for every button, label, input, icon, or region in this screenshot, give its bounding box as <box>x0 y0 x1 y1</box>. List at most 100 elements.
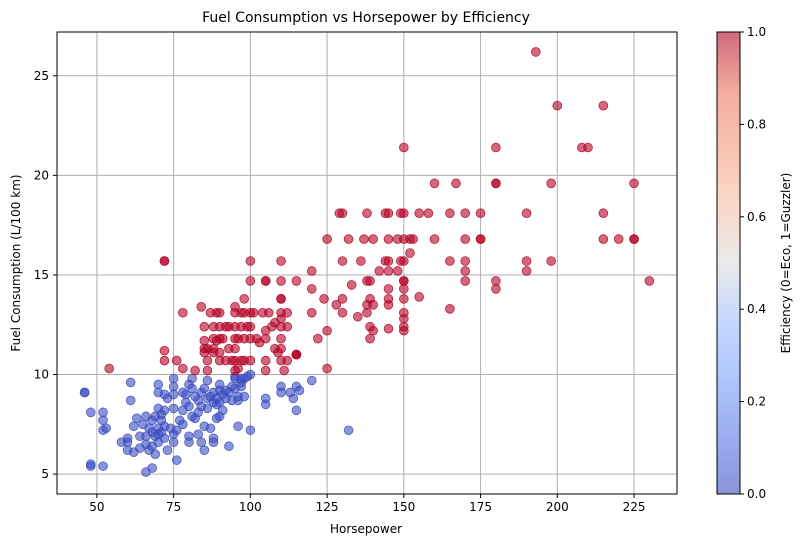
data-point <box>460 256 471 266</box>
data-point <box>306 375 317 386</box>
y-tick-label: 15 <box>34 268 49 282</box>
data-point <box>202 365 213 376</box>
data-point <box>475 208 486 219</box>
data-point <box>196 437 207 448</box>
y-tick-label: 25 <box>34 69 49 83</box>
data-point <box>276 294 286 304</box>
data-point <box>147 463 157 473</box>
data-point <box>263 307 274 318</box>
data-point <box>85 461 96 471</box>
data-point <box>282 321 293 332</box>
x-axis: 50 75 100 125 150 175 200 225 <box>89 494 645 514</box>
data-point <box>399 313 409 324</box>
data-point <box>629 234 639 244</box>
x-tick-label: 225 <box>623 500 646 514</box>
data-point <box>365 333 375 344</box>
data-point <box>491 178 501 189</box>
x-tick-label: 125 <box>316 500 339 514</box>
data-point <box>337 294 348 304</box>
data-point <box>392 266 403 276</box>
x-tick-label: 75 <box>166 500 181 514</box>
colorbar-ticks: 0.0 0.2 0.4 0.6 0.8 1.0 <box>740 25 766 501</box>
data-point <box>331 300 342 310</box>
colorbar-tick-label: 0.4 <box>747 302 766 316</box>
colorbar-frame <box>716 31 741 495</box>
colorbar-label: Efficiency (0=Eco, 1=Guzzler) <box>779 173 793 354</box>
data-point <box>245 355 256 366</box>
colorbar: 0.0 0.2 0.4 0.6 0.8 1.0 Efficiency (0=Eco, 1=… <box>716 25 793 501</box>
data-point <box>337 256 348 266</box>
data-point <box>245 425 256 436</box>
x-tick-label: 150 <box>392 500 415 514</box>
y-tick-label: 20 <box>34 168 49 182</box>
data-point <box>383 300 394 310</box>
data-point <box>408 234 418 244</box>
data-point <box>460 234 471 244</box>
colorbar-tick-label: 1.0 <box>747 25 766 39</box>
data-point <box>359 234 369 244</box>
data-point <box>125 377 136 388</box>
data-point <box>171 355 182 366</box>
data-point <box>491 276 501 286</box>
data-point <box>368 325 378 336</box>
data-point <box>104 363 114 374</box>
data-point <box>260 276 271 286</box>
y-axis: 5 10 15 20 25 <box>34 69 57 481</box>
chart-title: Fuel Consumption vs Horsepower by Effici… <box>202 10 530 26</box>
data-point <box>168 373 179 384</box>
data-point <box>101 423 111 434</box>
data-point <box>291 349 302 360</box>
data-point <box>414 208 424 219</box>
colorbar-tick-label: 0.0 <box>747 487 766 501</box>
data-point <box>276 276 286 286</box>
data-point <box>98 407 108 418</box>
data-point <box>322 325 332 336</box>
data-point <box>399 294 409 304</box>
data-point <box>460 266 471 276</box>
data-point <box>178 419 188 430</box>
data-point <box>132 413 142 424</box>
data-point <box>199 335 210 346</box>
data-point <box>260 333 271 344</box>
data-point <box>445 303 455 314</box>
data-point <box>184 437 194 448</box>
data-point <box>184 401 194 412</box>
data-point <box>79 387 90 398</box>
data-point <box>245 321 256 332</box>
data-point <box>451 178 461 189</box>
data-point <box>217 405 228 416</box>
data-point <box>279 365 289 376</box>
data-point <box>245 276 256 286</box>
data-point <box>521 256 532 266</box>
data-point <box>276 387 286 398</box>
data-point <box>276 256 286 266</box>
data-point <box>214 347 225 358</box>
data-point <box>383 234 394 244</box>
x-tick-label: 200 <box>546 500 569 514</box>
data-point <box>193 429 203 440</box>
data-point <box>248 307 259 318</box>
data-point <box>552 100 563 111</box>
data-point <box>306 284 317 294</box>
data-point <box>178 307 188 318</box>
data-point <box>187 373 197 384</box>
data-point <box>629 178 639 189</box>
data-point <box>239 391 250 402</box>
data-point <box>531 47 541 57</box>
data-point <box>276 343 286 354</box>
data-point <box>445 208 455 219</box>
data-point <box>405 248 415 258</box>
data-point <box>128 421 139 432</box>
colorbar-tick-label: 0.8 <box>747 117 766 131</box>
data-point <box>352 311 363 322</box>
data-point <box>322 363 332 374</box>
data-point <box>399 284 409 294</box>
data-point <box>383 208 394 219</box>
colorbar-tick-label: 0.6 <box>747 210 766 224</box>
data-point <box>383 256 394 266</box>
data-point <box>122 437 133 448</box>
data-point <box>346 280 357 290</box>
data-point <box>546 178 556 189</box>
data-point <box>337 307 348 318</box>
data-point <box>245 256 256 266</box>
